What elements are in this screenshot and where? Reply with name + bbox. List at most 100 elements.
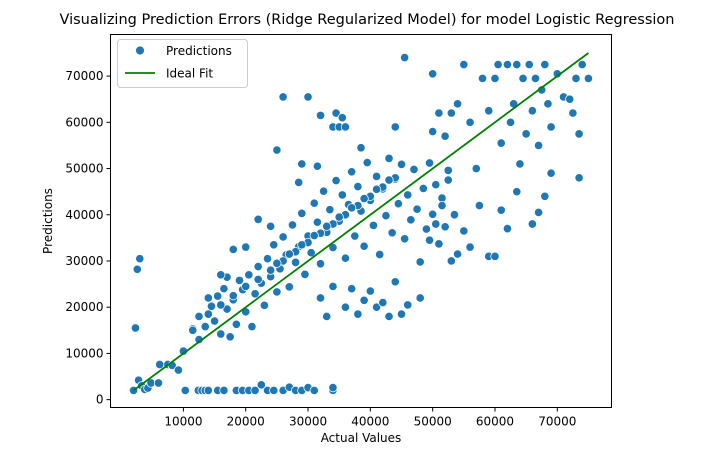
data-point [403,300,413,310]
data-point [319,186,329,196]
data-point [381,211,391,221]
data-point [409,164,419,175]
data-point [390,122,400,132]
data-point [418,183,428,193]
data-point [278,232,288,242]
data-point [306,248,316,258]
data-point [284,249,294,259]
data-point [546,168,556,178]
data-point [297,240,307,250]
data-point [209,316,220,326]
data-point [259,300,269,310]
data-point [303,92,313,102]
x-tick-label: 50000 [414,415,452,429]
data-point [362,157,372,168]
data-point [387,228,397,238]
data-point [400,234,410,244]
data-point [312,161,322,171]
data-point [322,221,332,231]
data-point [396,159,407,169]
data-point [393,199,403,209]
data-point [312,217,322,227]
data-point [228,291,238,301]
data-point [325,205,335,215]
data-point [244,270,254,280]
data-point [378,298,388,308]
data-point [347,167,357,177]
data-point [353,181,363,192]
data-point [216,329,226,339]
data-point [334,212,344,222]
data-point [203,293,213,303]
data-point [250,385,260,395]
x-tick-label: 10000 [164,415,202,429]
chart-title: Visualizing Prediction Errors (Ridge Reg… [60,12,675,28]
data-point [206,301,217,311]
data-point [512,187,522,197]
data-point [477,73,488,83]
data-point [428,69,438,79]
data-point [449,210,460,220]
legend-marker-predictions [135,45,145,56]
data-point [465,117,475,127]
data-point [315,110,326,120]
y-tick-label: 70000 [65,69,103,83]
data-point [527,219,537,229]
data-point [180,385,190,395]
data-point [309,230,319,241]
x-tick-label: 60000 [476,415,514,429]
data-point [493,59,503,70]
y-tick-label: 30000 [65,254,103,268]
data-point [443,165,453,175]
data-point [353,309,363,319]
data-point [465,242,475,252]
data-point [132,264,142,274]
data-point [372,184,382,194]
data-point [203,309,213,319]
data-point [200,322,210,332]
data-point [565,94,575,104]
data-point [241,242,251,252]
data-point [534,140,544,151]
data-point [484,106,494,116]
data-point [428,126,438,137]
data-point [415,257,425,267]
data-point [219,284,229,294]
data-point [188,325,198,335]
data-point [530,73,541,83]
data-point [322,311,332,322]
data-point [546,122,556,132]
y-axis-ticks: 0 10000 20000 30000 40000 50000 60000 70000 [65,69,111,407]
data-point [415,293,425,303]
data-point [446,108,456,118]
data-point [534,207,544,218]
x-tick-label: 40000 [351,415,389,429]
data-point [459,226,469,236]
data-point [428,209,438,219]
data-point [328,383,338,393]
data-point [490,251,500,261]
data-point [315,293,326,303]
legend-box [117,39,248,88]
data-point [571,73,581,83]
plot-frame [110,34,612,408]
data-point [574,129,584,139]
data-point [297,159,307,169]
data-point [421,224,432,234]
data-point [446,256,456,266]
data-point [453,99,463,109]
y-tick-label: 20000 [65,300,103,314]
data-point [340,302,350,312]
data-point [502,59,513,70]
data-point [431,219,441,229]
data-point [384,175,394,185]
x-tick-label: 20000 [227,415,265,429]
data-point [431,180,441,190]
data-point [340,122,350,132]
data-point [297,208,307,218]
data-point [309,198,319,208]
data-point [443,175,453,185]
y-tick-label: 40000 [65,208,103,222]
x-axis-label: Actual Values [321,431,402,445]
